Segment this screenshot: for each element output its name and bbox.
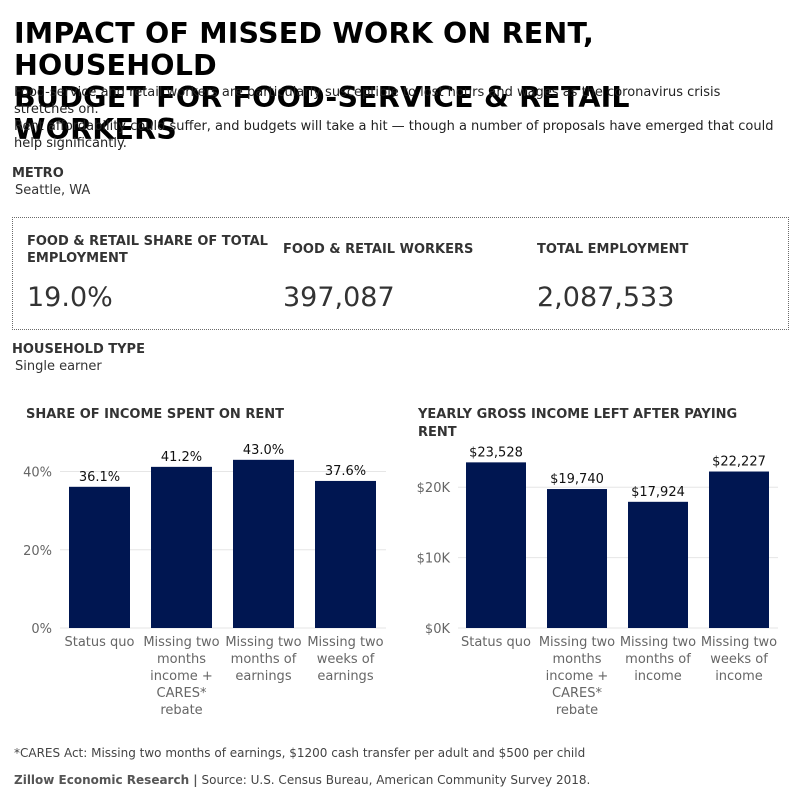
x-tick-label: Missing two months of earnings [225, 635, 301, 684]
page-title-line-2: BUDGET FOR FOOD-SERVICE & RETAIL WORKERS [14, 81, 630, 146]
kpi-value: 397,087 [283, 282, 395, 313]
y-tick-label: 40% [23, 466, 52, 481]
cares-footnote: *CARES Act: Missing two months of earnin… [14, 746, 586, 760]
bar [233, 459, 294, 628]
x-tick-label: Missing two weeks of earnings [307, 635, 383, 684]
page-title: IMPACT OF MISSED WORK ON RENT, HOUSEHOLD… [14, 18, 794, 146]
kpi-value: 2,087,533 [537, 282, 675, 313]
bar [709, 471, 769, 628]
chart-title-line-2: RENT [418, 425, 457, 440]
kpi-panel: FOOD & RETAIL SHARE OF TOTAL EMPLOYMENT … [12, 217, 789, 330]
rent-share-chart-title: SHARE OF INCOME SPENT ON RENT [26, 406, 386, 424]
household-type-selector[interactable]: Single earner [15, 359, 102, 374]
bar [628, 501, 688, 628]
subtitle-line-1: Food-service and retail workers are part… [14, 85, 721, 100]
data-label: $22,227 [712, 455, 766, 470]
rent-share-bar-chart: 0% 20% 40% 36.1% Status quo 41.2% Missing two m… [23, 443, 386, 718]
income-left-chart-title: YEARLY GROSS INCOME LEFT AFTER PAYING RE… [418, 406, 788, 442]
kpi-label: TOTAL EMPLOYMENT [537, 242, 689, 257]
x-tick-label: Missing two weeks of income [701, 635, 777, 684]
data-label: 41.2% [161, 450, 202, 465]
y-tick-label: $0K [425, 622, 451, 637]
kpi-label-line-2: EMPLOYMENT [27, 251, 128, 266]
x-tick-label: Missing two months of income [620, 635, 696, 684]
source-text: Source: U.S. Census Bureau, American Com… [197, 773, 591, 787]
data-label: $19,740 [550, 472, 604, 487]
chart-title-line-1: YEARLY GROSS INCOME LEFT AFTER PAYING [418, 407, 738, 422]
bar [315, 480, 376, 628]
kpi-label-line-1: FOOD & RETAIL SHARE OF TOTAL [27, 234, 268, 249]
income-left-bar-chart: $0K $10K $20K $23,528 Status quo $19,740 Missi… [417, 445, 778, 718]
x-tick-label: Missing two months income + CARES* rebate [143, 635, 219, 718]
x-tick-label: Missing two months income + CARES* rebate [539, 635, 615, 718]
source-note: Zillow Economic Research | Source: U.S. … [14, 773, 590, 787]
page-subtitle: Food-service and retail workers are part… [14, 84, 794, 152]
source-org: Zillow Economic Research | [14, 773, 198, 787]
bar [151, 466, 212, 628]
y-tick-label: 20% [23, 544, 52, 559]
subtitle-line-4: help significantly. [14, 136, 127, 151]
data-label: 43.0% [243, 443, 284, 458]
page-title-line-1: IMPACT OF MISSED WORK ON RENT, HOUSEHOLD [14, 17, 595, 82]
data-label: 37.6% [325, 464, 366, 479]
data-label: $17,924 [631, 485, 685, 500]
x-tick-label: Status quo [461, 635, 531, 650]
kpi-value: 19.0% [27, 282, 113, 313]
kpi-label: FOOD & RETAIL SHARE OF TOTAL EMPLOYMENT [27, 233, 277, 267]
metro-label: METRO [12, 166, 64, 181]
x-tick-label: Status quo [64, 635, 134, 650]
data-label: 36.1% [79, 470, 120, 485]
bar [69, 486, 130, 628]
y-tick-label: 0% [31, 622, 52, 637]
y-tick-label: $10K [417, 552, 451, 567]
kpi-label: FOOD & RETAIL WORKERS [283, 242, 474, 257]
y-tick-label: $20K [417, 481, 451, 496]
data-label: $23,528 [469, 445, 523, 460]
bar [547, 489, 607, 628]
subtitle-line-3: Rent affordability could suffer, and bud… [14, 119, 774, 134]
household-type-label: HOUSEHOLD TYPE [12, 342, 145, 357]
subtitle-line-2: stretches on. [14, 102, 99, 117]
metro-selector[interactable]: Seattle, WA [15, 183, 91, 198]
bar [466, 462, 526, 628]
chart-title-line-1: SHARE OF INCOME SPENT ON RENT [26, 407, 284, 422]
